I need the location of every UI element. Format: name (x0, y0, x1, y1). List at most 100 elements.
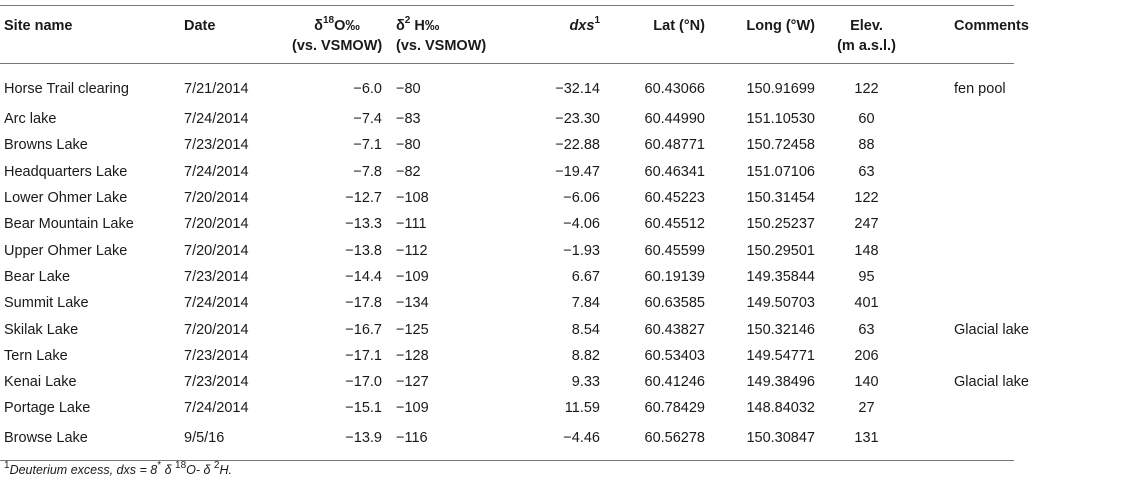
cell-dxs: −4.06 (563, 216, 600, 233)
cell-d18o: −17.0 (345, 374, 382, 391)
cell-date: 9/5/16 (180, 421, 272, 461)
header-date: Date (180, 5, 272, 64)
cell-date: 7/20/2014 (184, 216, 249, 233)
cell-d18o: −13.8 (345, 242, 382, 259)
cell-d2h: −82 (396, 163, 421, 180)
cell-d18o: −17.8 (345, 295, 382, 312)
table-row: Skilak Lake 7/20/2014 −16.7 −125 8.54 60.4382… (0, 316, 1146, 342)
cell-lat: 60.41246 (644, 374, 705, 391)
cell-d2h: −109 (396, 268, 429, 285)
cell-comments: fen pool (954, 81, 1006, 97)
header-row: Site name Date δ18O‰ (vs. VSMOW) δ2 H‰ (… (0, 5, 1146, 64)
cell-d18o: −7.8 (353, 163, 382, 180)
cell-site: Arc lake (4, 111, 57, 128)
table-row: Browse Lake 9/5/16 −13.9 −116 −4.46 60.56278 1… (0, 421, 1146, 461)
table-footnote: 1Deuterium excess, dxs = 8* δ 18O- δ 2H. (4, 459, 232, 477)
cell-d18o: −12.7 (345, 190, 382, 207)
cell-d2h: −127 (396, 374, 429, 391)
cell-dxs: 7.84 (571, 295, 600, 312)
cell-long: 149.50703 (746, 295, 815, 312)
table-row: Kenai Lake 7/23/2014 −17.0 −127 9.33 60.41246… (0, 369, 1146, 395)
table-row: Horse Trail clearing 7/21/2014 −6.0 −80 −32.… (0, 64, 1146, 107)
cell-site: Headquarters Lake (4, 163, 128, 180)
cell-d18o: −14.4 (345, 268, 382, 285)
cell-site: Upper Ohmer Lake (4, 242, 128, 259)
header-lat: Lat (°N) (604, 5, 709, 64)
cell-lat: 60.45599 (644, 242, 705, 259)
cell-comments (914, 264, 1014, 290)
header-site: Site name (0, 5, 180, 64)
isotope-table: Site name Date δ18O‰ (vs. VSMOW) δ2 H‰ (… (0, 5, 1146, 461)
cell-comments (914, 132, 1014, 158)
cell-comments: Glacial lake (954, 374, 1029, 391)
cell-site: Browse Lake (0, 421, 180, 461)
cell-lat: 60.19139 (644, 268, 705, 285)
cell-long: 149.54771 (746, 347, 815, 364)
cell-lat: 60.44990 (644, 111, 705, 128)
cell-date: 7/24/2014 (184, 163, 249, 180)
header-elev: Elev. (m a.s.l.) (819, 5, 914, 64)
cell-long: 150.91699 (746, 81, 815, 97)
cell-dxs: −19.47 (555, 163, 600, 180)
cell-d18o: −13.3 (345, 216, 382, 233)
cell-lat: 60.43066 (644, 81, 705, 97)
table-row: Summit Lake 7/24/2014 −17.8 −134 7.84 60.6358… (0, 290, 1146, 316)
cell-elev: 60 (858, 111, 875, 128)
cell-d18o: −15.1 (345, 400, 382, 417)
cell-elev: 140 (854, 374, 879, 391)
cell-elev: 206 (854, 347, 879, 364)
cell-d2h: −109 (396, 400, 429, 417)
cell-dxs: −1.93 (563, 242, 600, 259)
cell-elev: 63 (858, 321, 875, 338)
cell-site: Browns Lake (4, 137, 88, 154)
table-row: Bear Mountain Lake 7/20/2014 −13.3 −111 −4.0… (0, 211, 1146, 237)
cell-d18o: −13.9 (272, 421, 386, 461)
table-row: Browns Lake 7/23/2014 −7.1 −80 −22.88 60.4877… (0, 132, 1146, 158)
cell-site: Kenai Lake (4, 374, 77, 391)
cell-site: Tern Lake (4, 347, 68, 364)
cell-comments (914, 185, 1014, 211)
cell-dxs: −6.06 (563, 190, 600, 207)
cell-elev: 88 (858, 137, 875, 154)
cell-lat: 60.48771 (644, 137, 705, 154)
cell-dxs: −4.46 (494, 421, 604, 461)
table-row: Headquarters Lake 7/24/2014 −7.8 −82 −19.47 6… (0, 159, 1146, 185)
cell-comments: Glacial lake (954, 321, 1029, 338)
cell-d2h: −112 (396, 242, 428, 259)
table-row: Lower Ohmer Lake 7/20/2014 −12.7 −108 −6.06 6… (0, 185, 1146, 211)
cell-comments (914, 237, 1014, 263)
cell-d18o: −7.1 (353, 137, 382, 154)
cell-d2h: −128 (396, 347, 429, 364)
cell-dxs: 8.82 (571, 347, 600, 364)
cell-d2h: −80 (396, 81, 421, 97)
cell-d18o: −17.1 (345, 347, 382, 364)
cell-date: 7/24/2014 (184, 295, 249, 312)
cell-dxs: 9.33 (571, 374, 600, 391)
cell-d2h: −108 (396, 190, 429, 207)
cell-date: 7/23/2014 (184, 137, 249, 154)
cell-date: 7/20/2014 (184, 321, 249, 338)
cell-comments (914, 211, 1014, 237)
cell-d18o: −6.0 (353, 81, 382, 97)
cell-lat: 60.56278 (604, 421, 709, 461)
table-row: Upper Ohmer Lake 7/20/2014 −13.8 −112 −1.93 6… (0, 237, 1146, 263)
cell-long: 150.32146 (746, 321, 815, 338)
cell-long: 150.30847 (709, 421, 819, 461)
cell-date: 7/24/2014 (184, 400, 249, 417)
cell-elev: 131 (819, 421, 914, 461)
cell-elev: 122 (854, 190, 879, 207)
cell-lat: 60.45512 (644, 216, 705, 233)
cell-site: Portage Lake (4, 400, 91, 417)
cell-elev: 63 (858, 163, 875, 180)
cell-site: Horse Trail clearing (4, 81, 129, 97)
cell-elev: 122 (854, 81, 879, 97)
cell-elev: 95 (858, 268, 875, 285)
cell-lat: 60.63585 (644, 295, 705, 312)
cell-dxs: −22.88 (555, 137, 600, 154)
header-dxs: dxs1 (494, 5, 604, 64)
cell-date: 7/21/2014 (184, 81, 249, 97)
cell-d2h: −125 (396, 321, 429, 338)
cell-dxs: −32.14 (555, 81, 600, 97)
cell-long: 149.38496 (746, 374, 815, 391)
cell-long: 150.31454 (746, 190, 815, 207)
